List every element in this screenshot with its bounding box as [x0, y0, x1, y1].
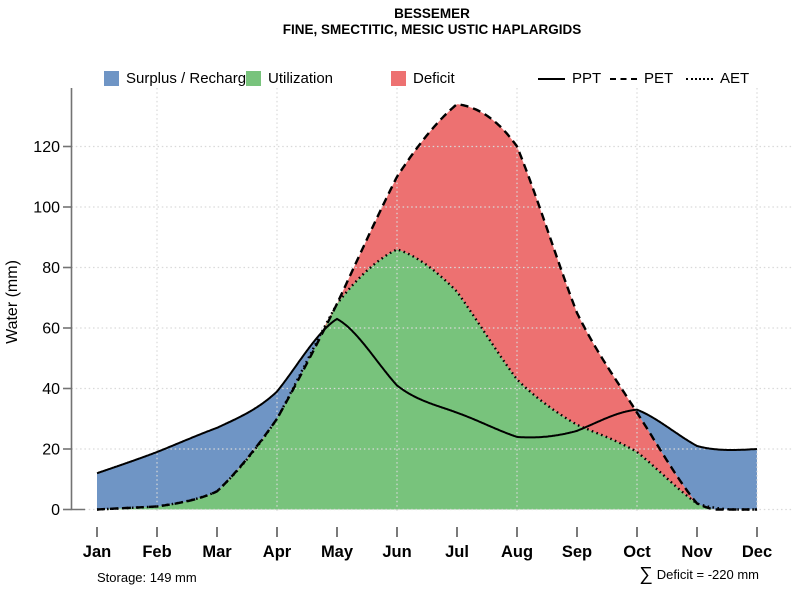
- deficit-annotation-text: Deficit = -220 mm: [656, 567, 759, 582]
- svg-text:100: 100: [33, 200, 60, 217]
- y-axis-title: Water (mm): [4, 260, 21, 344]
- legend-item-surplus: Surplus / Recharge: [104, 70, 254, 87]
- chart-header: BESSEMER FINE, SMECTITIC, MESIC USTIC HA…: [72, 6, 792, 38]
- svg-text:Nov: Nov: [681, 543, 713, 561]
- area-fills: [97, 104, 757, 510]
- surplus-swatch-icon: [104, 71, 119, 86]
- svg-text:Aug: Aug: [501, 543, 533, 561]
- svg-text:Sep: Sep: [562, 543, 592, 561]
- svg-text:0: 0: [51, 502, 60, 519]
- svg-text:20: 20: [42, 442, 60, 459]
- deficit-area: [97, 104, 757, 510]
- aet-curve: [97, 248, 757, 511]
- utilization-area: [97, 249, 757, 510]
- svg-text:60: 60: [42, 321, 60, 338]
- svg-text:Jan: Jan: [83, 543, 111, 561]
- svg-text:May: May: [321, 543, 354, 561]
- dashed-line-icon: [610, 77, 637, 80]
- legend-label-aet: AET: [720, 70, 750, 87]
- legend-item-ppt: PPT: [538, 70, 601, 87]
- svg-text:Jul: Jul: [445, 543, 469, 561]
- solid-line-icon: [538, 77, 565, 80]
- svg-text:80: 80: [42, 260, 60, 277]
- chart-subtitle: FINE, SMECTITIC, MESIC USTIC HAPLARGIDS: [282, 22, 582, 37]
- svg-text:Jun: Jun: [382, 543, 411, 561]
- chart-title: BESSEMER: [394, 6, 470, 21]
- sigma-icon: ∑: [639, 564, 653, 585]
- ppt-curve: [96, 317, 758, 475]
- utilization-swatch-icon: [246, 71, 261, 86]
- svg-text:Apr: Apr: [263, 543, 292, 561]
- legend-item-pet: PET: [610, 70, 673, 87]
- legend-label-ppt: PPT: [572, 70, 602, 87]
- legend-label-deficit: Deficit: [413, 70, 455, 87]
- deficit-annotation: ∑ Deficit = -220 mm: [639, 565, 759, 584]
- legend-label-utilization: Utilization: [268, 70, 334, 87]
- deficit-swatch-icon: [391, 71, 406, 86]
- y-axis-line: [70, 88, 85, 511]
- svg-text:40: 40: [42, 381, 60, 398]
- axes: [63, 88, 758, 537]
- legend-item-deficit: Deficit: [391, 70, 455, 87]
- legend-label-pet: PET: [644, 70, 674, 87]
- axis-labels: 0 20 40 60 80 100 120 Jan Feb Mar Apr May Jun Jul Aug S…: [4, 139, 772, 561]
- svg-text:Dec: Dec: [742, 543, 772, 561]
- svg-text:Oct: Oct: [623, 543, 651, 561]
- svg-text:120: 120: [33, 139, 60, 156]
- svg-text:Feb: Feb: [142, 543, 171, 561]
- storage-annotation: Storage: 149 mm: [97, 570, 197, 585]
- legend-label-surplus: Surplus / Recharge: [126, 70, 255, 87]
- dotted-line-icon: [686, 77, 713, 80]
- surplus-area: [97, 104, 757, 510]
- legend-item-aet: AET: [686, 70, 749, 87]
- curves: [96, 102, 758, 511]
- legend-item-utilization: Utilization: [246, 70, 333, 87]
- svg-text:Mar: Mar: [202, 543, 232, 561]
